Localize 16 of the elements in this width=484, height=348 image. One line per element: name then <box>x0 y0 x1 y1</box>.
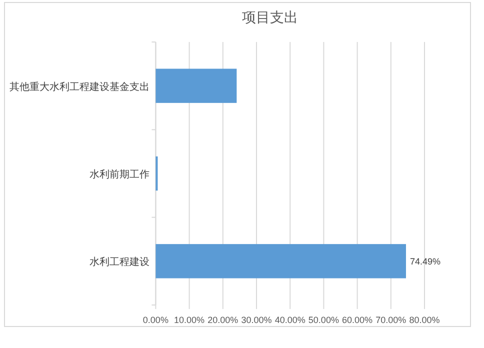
x-tick-label: 80.00% <box>409 315 440 325</box>
x-tick-label: 10.00% <box>174 315 205 325</box>
bar <box>156 68 237 103</box>
x-tick-label: 40.00% <box>274 315 306 325</box>
x-tick-label: 0.00% <box>142 315 168 325</box>
y-tick-label: 水利前期工作 <box>90 168 150 180</box>
x-tick-label: 70.00% <box>376 315 406 325</box>
x-tick-label: 60.00% <box>342 315 373 325</box>
x-tick-label: 30.00% <box>241 315 272 325</box>
chart-title: 项目支出 <box>242 9 298 25</box>
bar <box>156 244 406 278</box>
y-tick-label: 其他重大水利工程建设基金支出 <box>10 80 150 93</box>
x-tick-label: 50.00% <box>308 315 339 325</box>
y-tick-label: 水利工程建设 <box>90 256 150 268</box>
x-tick-label: 20.00% <box>208 315 238 325</box>
data-label: 74.49% <box>410 256 441 267</box>
